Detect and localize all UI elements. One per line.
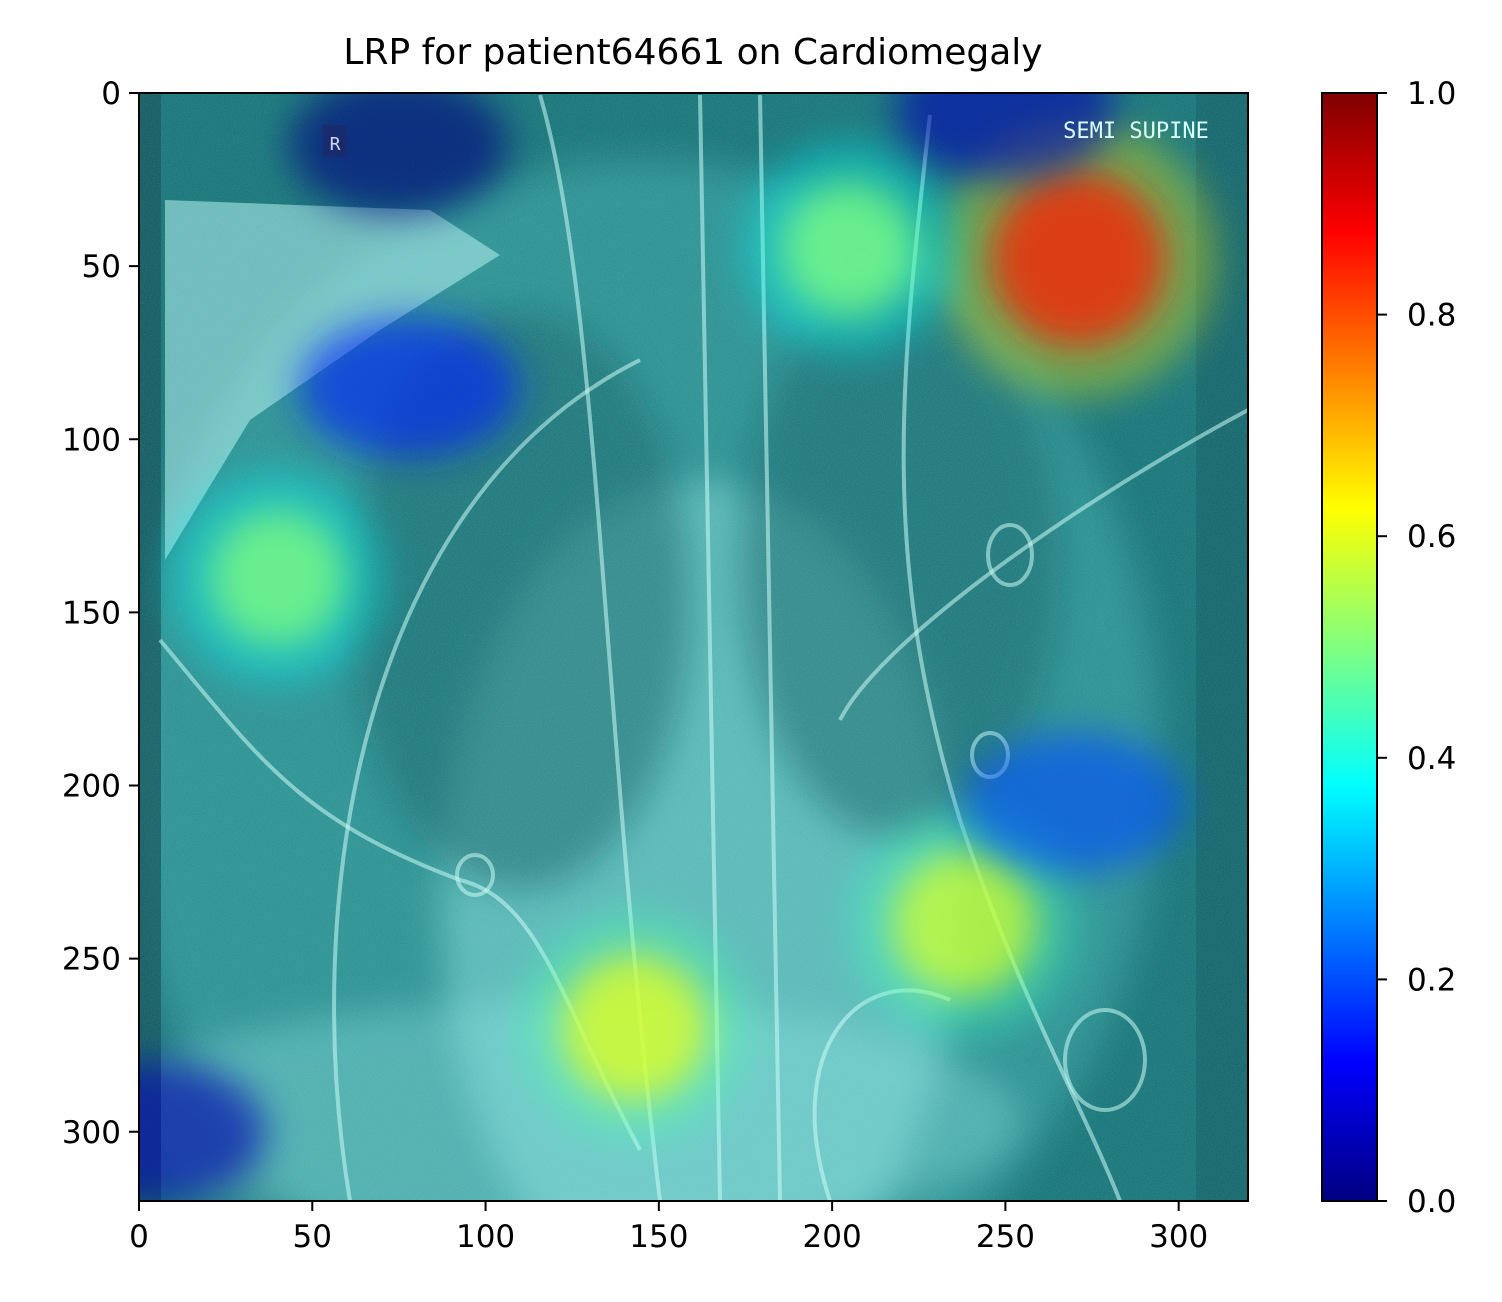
colorbar-axis: 0.0 0.2 0.4 0.6 0.8 1.0 <box>1377 76 1456 1220</box>
x-tick-label: 150 <box>629 1219 688 1255</box>
x-tick-label: 250 <box>976 1219 1035 1255</box>
y-tick-label: 250 <box>62 942 121 978</box>
colorbar-tick-label: 0.2 <box>1407 962 1456 998</box>
coldspot-0 <box>288 93 509 215</box>
x-tick-label: 100 <box>456 1219 515 1255</box>
relevance-coldspots <box>139 93 1185 1201</box>
marker-r-label: R <box>330 134 341 155</box>
x-tick-label: 300 <box>1149 1219 1208 1255</box>
marker-semi-supine-label: SEMI SUPINE <box>1063 119 1209 144</box>
y-tick-label: 0 <box>101 76 121 112</box>
hotspot-0 <box>991 172 1165 346</box>
hotspot-4 <box>210 510 346 646</box>
hotspot-1 <box>561 954 708 1101</box>
plot-frame <box>138 92 1249 1202</box>
colorbar <box>1321 92 1378 1202</box>
y-tick-label: 150 <box>62 595 121 631</box>
y-tick-label: 50 <box>82 249 121 285</box>
marker-r-box <box>323 125 347 157</box>
x-axis: 0 50 100 150 200 250 300 <box>129 1201 1208 1255</box>
coldspot-1 <box>895 93 1116 181</box>
coldspot-4 <box>139 1061 267 1201</box>
y-tick-label: 300 <box>62 1115 121 1151</box>
x-tick-label: 200 <box>803 1219 862 1255</box>
y-tick-label: 200 <box>62 769 121 805</box>
colorbar-tick-label: 0.8 <box>1407 298 1456 334</box>
y-tick-label: 100 <box>62 422 121 458</box>
colorbar-tick-label: 1.0 <box>1407 76 1456 112</box>
colorbar-tick-label: 0.0 <box>1407 1184 1456 1220</box>
colorbar-tick-label: 0.6 <box>1407 519 1456 555</box>
colorbar-tick-label: 0.4 <box>1407 741 1456 777</box>
coldspot-2 <box>299 317 520 458</box>
x-tick-label: 0 <box>129 1219 149 1255</box>
y-axis: 0 50 100 150 200 250 300 <box>62 76 139 1151</box>
x-tick-label: 50 <box>293 1219 332 1255</box>
heatmap-image: R SEMI SUPINE <box>139 93 1248 1201</box>
hotspot-3 <box>781 181 917 317</box>
hotspot-2 <box>891 852 1036 996</box>
chart-title: LRP for patient64661 on Cardiomegaly <box>343 32 1042 73</box>
relevance-hotspots <box>169 120 1217 1145</box>
coldspot-3 <box>964 732 1185 873</box>
